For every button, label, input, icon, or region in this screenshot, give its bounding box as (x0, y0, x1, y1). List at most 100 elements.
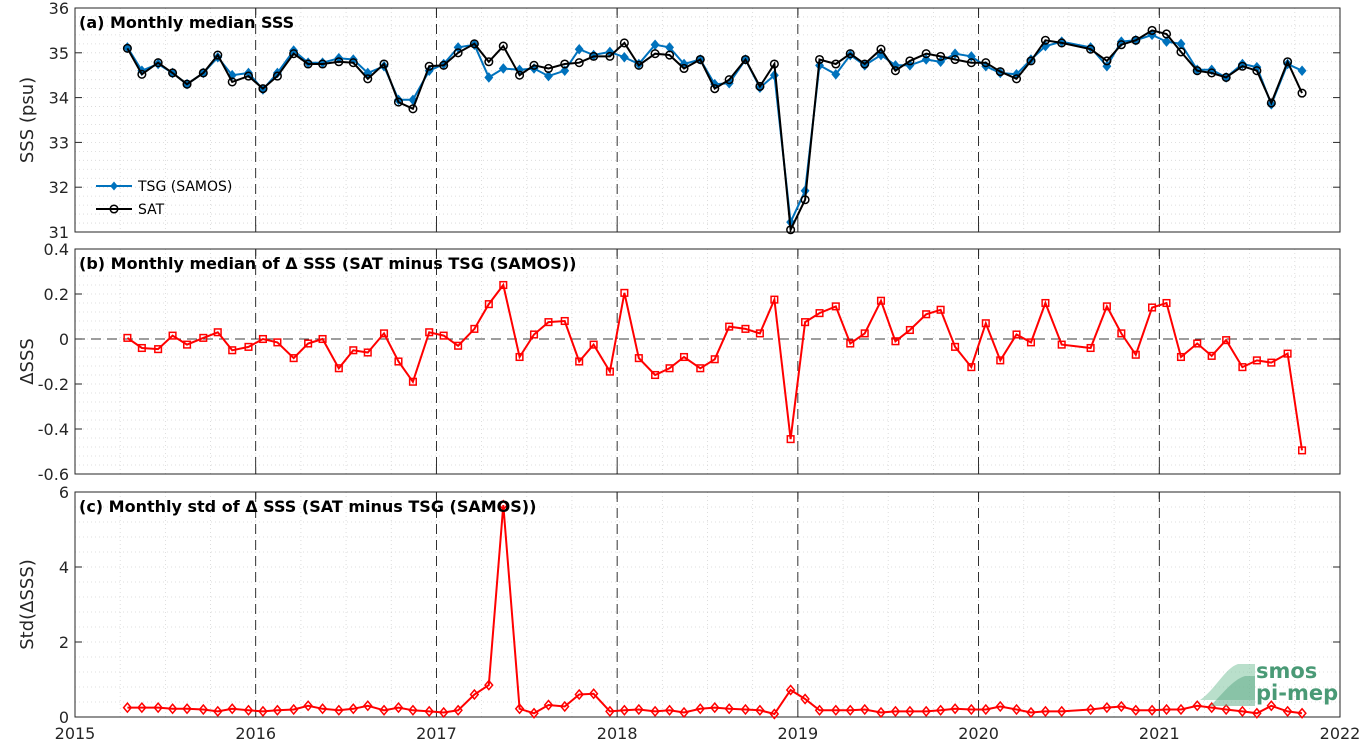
data-point (1298, 446, 1307, 455)
data-point (710, 355, 719, 364)
data-point (244, 342, 253, 351)
data-point (424, 705, 434, 718)
data-point (1297, 707, 1307, 719)
data-point (288, 703, 299, 716)
data-point (815, 309, 824, 318)
data-point (1221, 72, 1231, 82)
data-point (394, 357, 403, 366)
data-point (710, 84, 720, 94)
data-point (1176, 352, 1186, 362)
data-point (709, 701, 720, 714)
data-point (967, 363, 976, 372)
data-point (1192, 700, 1203, 712)
data-point (1147, 25, 1157, 35)
data-point (182, 79, 192, 89)
data-point (137, 701, 147, 714)
data-point (1012, 330, 1021, 339)
data-point (1283, 349, 1292, 358)
data-point (484, 679, 494, 691)
data-point (228, 346, 237, 355)
data-point (665, 50, 675, 60)
data-point (922, 310, 931, 319)
data-point (470, 324, 479, 333)
data-point (605, 367, 614, 376)
data-point (605, 51, 615, 61)
legend: TSG (SAMOS) SAT (96, 179, 232, 218)
data-point (755, 704, 765, 716)
y-tick-label: 2 (59, 633, 69, 652)
y-tick-label: 0.2 (44, 285, 69, 304)
data-point (1207, 68, 1217, 78)
x-tick-label: 2016 (235, 724, 276, 743)
data-point (1057, 38, 1067, 48)
data-point (1176, 47, 1186, 57)
data-point (619, 704, 630, 716)
data-point (484, 300, 493, 309)
data-point (785, 684, 796, 696)
data-point (1162, 36, 1171, 47)
data-point (379, 329, 389, 338)
data-point (348, 58, 358, 68)
data-point (905, 325, 914, 335)
series-line (126, 282, 1303, 451)
data-point (741, 324, 750, 333)
data-point (876, 296, 886, 305)
data-point (935, 704, 946, 716)
y-tick-label: 0.4 (44, 240, 69, 259)
data-point (936, 305, 945, 314)
data-point (876, 706, 886, 719)
data-point (1237, 61, 1247, 71)
data-point (1102, 56, 1112, 66)
data-point (349, 346, 358, 355)
panel-a-monthly-median-sss: 31 32 33 34 35 36 SSS (psu) (a) Monthly median … (17, 0, 1341, 242)
data-point (740, 54, 751, 65)
y-tick-label: 34 (49, 89, 69, 108)
data-point (1237, 705, 1248, 718)
data-point (318, 334, 327, 344)
data-point (619, 38, 629, 48)
y-tick-label: 36 (49, 0, 69, 18)
data-point (1221, 703, 1231, 716)
data-point (198, 703, 209, 716)
data-point (995, 67, 1005, 77)
y-tick-label: 31 (49, 223, 69, 242)
data-point (1086, 343, 1095, 353)
data-point (1266, 98, 1276, 108)
x-tick-label: 2017 (416, 724, 457, 743)
data-point (966, 703, 977, 716)
data-point (1297, 88, 1307, 98)
data-point (936, 51, 946, 61)
data-point (981, 319, 990, 328)
axes-box (74, 491, 1341, 718)
data-point (890, 66, 900, 76)
data-point (831, 302, 840, 311)
data-point (318, 59, 328, 69)
data-point (1297, 65, 1307, 76)
x-tick-label: 2020 (958, 724, 999, 743)
data-point (831, 69, 841, 80)
data-point (1026, 338, 1036, 347)
data-point (860, 329, 869, 338)
data-point (303, 700, 313, 712)
data-point (950, 54, 960, 65)
data-point (515, 352, 524, 362)
data-point (154, 345, 163, 354)
data-point (303, 59, 313, 69)
data-point (574, 58, 584, 68)
data-point (679, 706, 689, 719)
data-point (334, 364, 343, 373)
data-point (334, 704, 344, 716)
data-point (469, 688, 480, 701)
data-point (1266, 700, 1277, 712)
data-point (1193, 339, 1202, 348)
data-point (560, 59, 570, 69)
smos-pi-mep-logo: smos pi-mep (1200, 659, 1338, 706)
data-point (1116, 700, 1127, 713)
data-point (1102, 302, 1111, 311)
data-point (800, 195, 810, 205)
data-point (543, 63, 554, 74)
data-point (876, 44, 886, 54)
data-point (951, 342, 960, 351)
data-point (272, 71, 282, 81)
data-point (1117, 329, 1126, 338)
